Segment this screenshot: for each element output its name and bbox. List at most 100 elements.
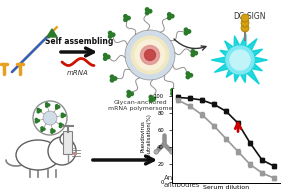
Circle shape <box>186 72 190 75</box>
Circle shape <box>131 36 169 74</box>
Circle shape <box>55 107 58 109</box>
Circle shape <box>226 46 254 74</box>
Circle shape <box>61 113 63 115</box>
Circle shape <box>241 19 249 27</box>
FancyBboxPatch shape <box>63 132 72 154</box>
Circle shape <box>130 92 134 96</box>
Text: mRNA: mRNA <box>67 70 89 76</box>
Polygon shape <box>211 57 229 64</box>
Polygon shape <box>234 70 241 82</box>
Circle shape <box>35 119 37 121</box>
Polygon shape <box>220 50 231 58</box>
Circle shape <box>37 108 39 111</box>
Circle shape <box>144 50 156 60</box>
Polygon shape <box>47 29 57 37</box>
Circle shape <box>106 55 110 59</box>
Circle shape <box>168 16 171 20</box>
Circle shape <box>154 150 158 154</box>
Circle shape <box>145 11 149 15</box>
Circle shape <box>39 110 41 112</box>
Circle shape <box>55 105 58 107</box>
Circle shape <box>113 77 117 80</box>
Circle shape <box>41 127 43 129</box>
Circle shape <box>241 24 249 32</box>
Polygon shape <box>249 62 263 71</box>
Circle shape <box>124 15 127 18</box>
Text: Self assembling: Self assembling <box>45 37 113 46</box>
Text: DC-SIGN: DC-SIGN <box>234 12 266 21</box>
Circle shape <box>171 88 174 92</box>
Circle shape <box>74 153 76 155</box>
Circle shape <box>191 50 194 53</box>
Circle shape <box>194 51 197 55</box>
Circle shape <box>149 99 153 102</box>
Circle shape <box>47 104 50 106</box>
Circle shape <box>190 152 194 156</box>
Circle shape <box>57 106 60 108</box>
Polygon shape <box>226 67 236 77</box>
Circle shape <box>148 9 152 13</box>
Circle shape <box>152 97 156 101</box>
Circle shape <box>45 105 48 107</box>
Circle shape <box>104 53 107 57</box>
Circle shape <box>145 8 149 11</box>
Circle shape <box>124 18 127 22</box>
Circle shape <box>172 148 176 152</box>
Circle shape <box>187 30 191 33</box>
Circle shape <box>53 130 55 132</box>
Y-axis label: Pseudovirus
neutralisation(%): Pseudovirus neutralisation(%) <box>140 113 151 159</box>
Circle shape <box>127 16 130 20</box>
Circle shape <box>61 115 63 118</box>
X-axis label: Serum dilution: Serum dilution <box>203 185 249 189</box>
Circle shape <box>37 111 39 113</box>
Circle shape <box>135 40 165 70</box>
Circle shape <box>140 46 160 64</box>
Circle shape <box>48 137 76 165</box>
Circle shape <box>191 53 194 57</box>
Circle shape <box>41 129 43 131</box>
Polygon shape <box>244 39 257 53</box>
Circle shape <box>104 57 107 60</box>
Circle shape <box>125 30 175 80</box>
Text: Dendritic cells: Dendritic cells <box>220 97 270 103</box>
Circle shape <box>189 74 192 77</box>
Circle shape <box>59 125 61 128</box>
Ellipse shape <box>16 140 60 170</box>
Polygon shape <box>234 36 241 50</box>
Circle shape <box>170 150 174 154</box>
Circle shape <box>108 35 112 38</box>
Polygon shape <box>225 41 236 53</box>
Polygon shape <box>239 70 246 83</box>
Circle shape <box>127 94 130 97</box>
Circle shape <box>60 133 72 145</box>
Text: Glycan-anchored
mRNA polymersome: Glycan-anchored mRNA polymersome <box>108 100 172 111</box>
Circle shape <box>174 90 177 94</box>
Circle shape <box>63 114 65 116</box>
Circle shape <box>45 103 48 105</box>
Circle shape <box>110 75 114 78</box>
Circle shape <box>241 14 249 22</box>
Circle shape <box>171 92 174 95</box>
Circle shape <box>61 124 63 126</box>
Circle shape <box>43 128 45 130</box>
Circle shape <box>37 119 39 122</box>
Polygon shape <box>251 57 267 64</box>
Polygon shape <box>244 67 259 84</box>
Circle shape <box>206 152 210 156</box>
Circle shape <box>230 50 250 70</box>
Circle shape <box>35 121 37 123</box>
Circle shape <box>51 131 53 133</box>
Polygon shape <box>214 62 231 72</box>
Circle shape <box>112 33 115 36</box>
Circle shape <box>51 129 53 131</box>
Circle shape <box>59 123 61 125</box>
Circle shape <box>168 13 171 16</box>
Circle shape <box>184 32 188 35</box>
Circle shape <box>186 75 190 79</box>
Circle shape <box>108 31 112 35</box>
Polygon shape <box>249 49 263 58</box>
Circle shape <box>184 28 188 31</box>
Circle shape <box>188 148 192 152</box>
Circle shape <box>149 95 153 99</box>
Circle shape <box>43 111 57 125</box>
